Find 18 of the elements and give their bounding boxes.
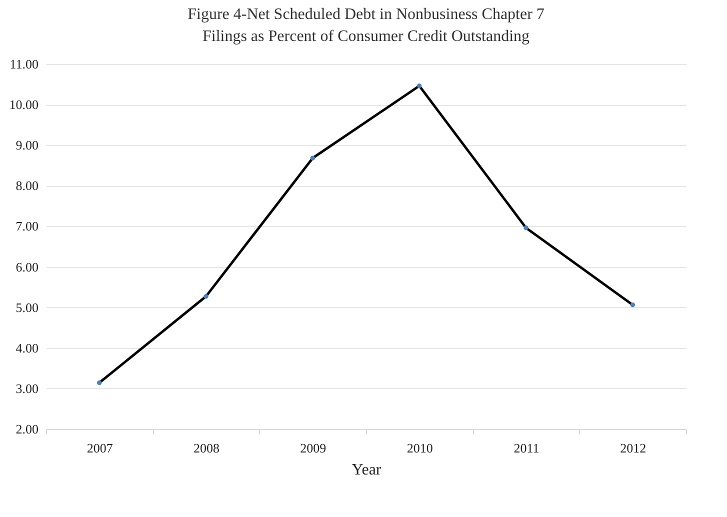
- x-tick-label: 2012: [620, 440, 646, 456]
- x-tick-label: 2011: [514, 440, 540, 456]
- y-tick-label: 6.00: [16, 259, 38, 274]
- y-tick-label: 7.00: [16, 218, 38, 234]
- x-tick-label: 2009: [300, 440, 326, 456]
- x-tick-label: 2007: [86, 440, 114, 456]
- chart-title: Figure 4-Net Scheduled Debt in Nonbusiness Chapter 7 Filings as Percent of Consumer Credit Outstanding: [188, 6, 544, 45]
- y-tick-label: 11.00: [10, 56, 38, 72]
- x-axis-title: Year: [352, 462, 382, 478]
- y-tick-label: 2.00: [16, 422, 38, 436]
- y-tick-label: 5.00: [16, 300, 38, 315]
- x-tick-label: 2008: [194, 440, 220, 456]
- y-tick-label: 8.00: [16, 178, 38, 194]
- y-tick-label: 4.00: [16, 340, 38, 356]
- y-tick-label: 9.00: [16, 138, 38, 153]
- y-tick-label: 10.00: [9, 97, 38, 112]
- x-tick-label: 2010: [406, 440, 433, 456]
- y-tick-label: 3.00: [16, 380, 38, 396]
